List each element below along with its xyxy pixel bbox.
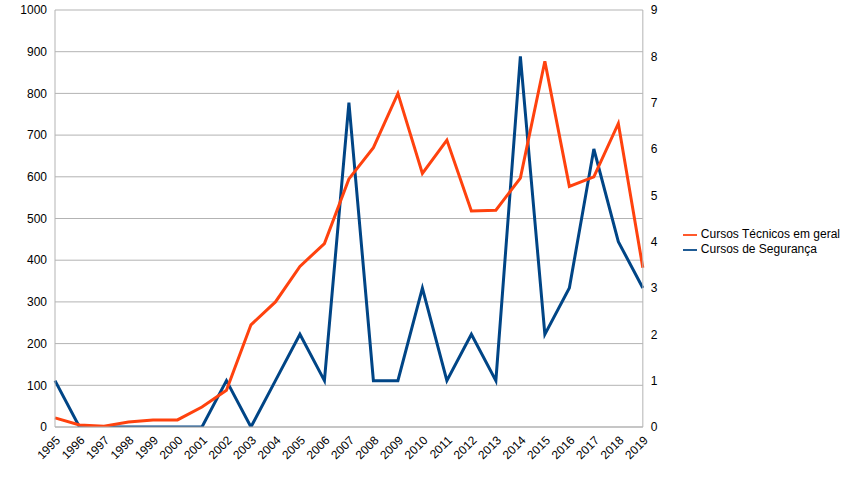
- svg-text:0: 0: [651, 420, 658, 434]
- svg-text:7: 7: [651, 96, 658, 110]
- svg-text:2007: 2007: [328, 433, 357, 462]
- svg-text:3: 3: [651, 281, 658, 295]
- svg-text:2016: 2016: [549, 433, 578, 462]
- svg-text:9: 9: [651, 3, 658, 17]
- svg-text:2010: 2010: [402, 433, 431, 462]
- svg-text:2014: 2014: [500, 433, 529, 462]
- svg-text:2006: 2006: [304, 433, 333, 462]
- svg-text:2000: 2000: [157, 433, 186, 462]
- svg-text:2017: 2017: [573, 433, 602, 462]
- svg-text:2011: 2011: [427, 433, 455, 461]
- svg-text:400: 400: [27, 253, 47, 267]
- svg-text:1997: 1997: [83, 433, 112, 462]
- svg-text:2013: 2013: [475, 433, 504, 462]
- svg-text:600: 600: [27, 170, 47, 184]
- svg-text:1998: 1998: [108, 433, 137, 462]
- svg-text:1000: 1000: [20, 3, 47, 17]
- svg-text:1999: 1999: [132, 433, 161, 462]
- svg-text:2019: 2019: [622, 433, 651, 462]
- svg-text:2009: 2009: [377, 433, 406, 462]
- svg-text:0: 0: [40, 420, 47, 434]
- svg-text:100: 100: [27, 379, 47, 393]
- svg-text:4: 4: [651, 235, 658, 249]
- svg-text:500: 500: [27, 212, 47, 226]
- svg-text:1996: 1996: [59, 433, 88, 462]
- svg-text:700: 700: [27, 128, 47, 142]
- svg-text:2015: 2015: [524, 433, 553, 462]
- svg-text:2008: 2008: [353, 433, 382, 462]
- svg-text:2001: 2001: [181, 433, 210, 462]
- svg-text:5: 5: [651, 189, 658, 203]
- svg-text:1995: 1995: [34, 433, 63, 462]
- svg-text:2012: 2012: [451, 433, 480, 462]
- html-text:Cursos de Segurança: Cursos de Segurança: [700, 242, 817, 256]
- html-text:Cursos Técnicos em geral: Cursos Técnicos em geral: [700, 227, 840, 242]
- svg-text:800: 800: [27, 87, 47, 101]
- svg-text:1: 1: [651, 374, 658, 388]
- svg-text:8: 8: [651, 50, 658, 64]
- svg-text:6: 6: [651, 142, 658, 156]
- svg-text:2: 2: [651, 328, 658, 342]
- svg-text:2018: 2018: [598, 433, 627, 462]
- svg-text:2005: 2005: [279, 433, 308, 462]
- svg-text:2002: 2002: [206, 433, 235, 462]
- svg-text:300: 300: [27, 295, 47, 309]
- svg-text:200: 200: [27, 337, 47, 351]
- svg-text:2003: 2003: [230, 433, 259, 462]
- svg-text:900: 900: [27, 45, 47, 59]
- svg-text:2004: 2004: [255, 433, 284, 462]
